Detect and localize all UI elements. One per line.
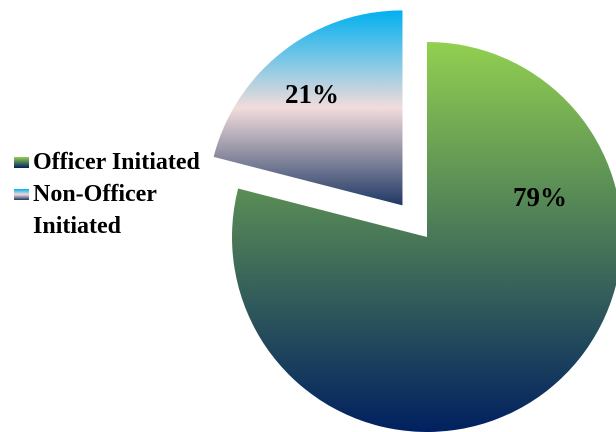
legend-swatch: [14, 157, 29, 168]
legend-label: Non-Officer Initiated: [33, 181, 157, 239]
data-label: 21%: [285, 79, 339, 109]
pie-slice: [232, 42, 616, 432]
data-label: 79%: [513, 182, 567, 212]
legend-item: Non-Officer Initiated: [14, 178, 214, 242]
legend-label: Officer Initiated: [33, 149, 200, 175]
legend: Officer Initiated Non-Officer Initiated: [14, 146, 214, 242]
pie-slice: [213, 10, 403, 206]
legend-swatch: [14, 189, 29, 200]
legend-item: Officer Initiated: [14, 146, 214, 178]
